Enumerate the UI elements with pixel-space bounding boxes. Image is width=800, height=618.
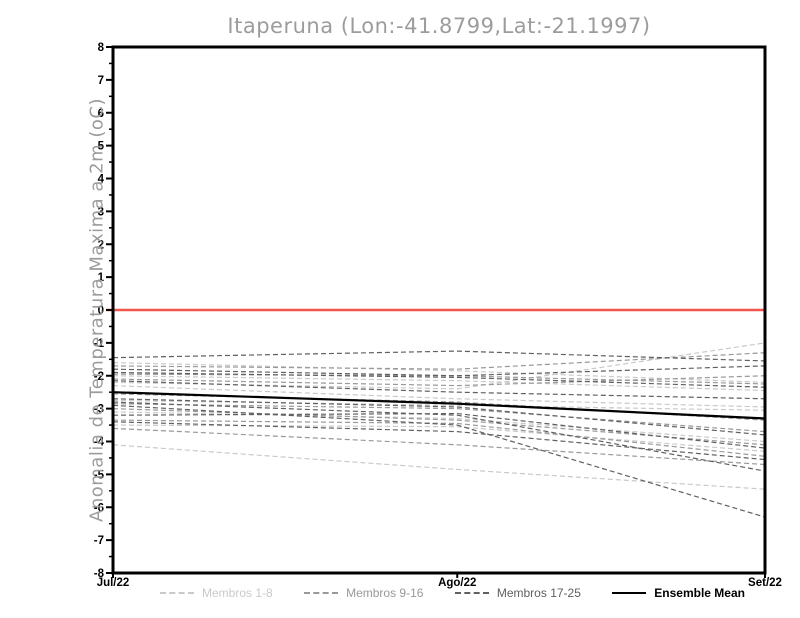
member-line bbox=[112, 352, 766, 370]
member-line bbox=[112, 404, 766, 518]
member-line bbox=[112, 424, 766, 452]
y-tick-label: -1 bbox=[94, 338, 105, 350]
y-tick-label: 3 bbox=[98, 206, 104, 218]
legend-label: Membros 9-16 bbox=[346, 586, 424, 600]
member-line bbox=[112, 375, 766, 392]
legend-label: Membros 17-25 bbox=[496, 586, 581, 600]
y-tick-label: -7 bbox=[94, 535, 104, 547]
dashed-line-icon bbox=[454, 592, 489, 594]
member-line bbox=[112, 393, 766, 421]
y-tick-label: 2 bbox=[98, 239, 104, 251]
y-tick-label: 0 bbox=[98, 305, 104, 317]
legend-item-membros-1-8: Membros 1-8 bbox=[160, 586, 273, 600]
member-line bbox=[112, 412, 766, 449]
member-line bbox=[112, 444, 766, 490]
ensemble-mean-line bbox=[112, 391, 766, 420]
legend-label: Ensemble Mean bbox=[654, 586, 745, 600]
member-line bbox=[112, 342, 766, 390]
member-line bbox=[112, 427, 766, 466]
y-tick-label: 5 bbox=[98, 141, 105, 153]
y-tick-label: 4 bbox=[98, 174, 105, 186]
y-tick-label: -3 bbox=[94, 404, 104, 416]
y-axis-title: Anomalia de Temperatura Maxima a 2m (oC) bbox=[86, 98, 108, 522]
x-tick-label: Set/22 bbox=[748, 577, 782, 589]
y-tick-label: 7 bbox=[98, 75, 104, 87]
solid-line-icon bbox=[612, 592, 647, 594]
y-tick-label: 1 bbox=[98, 272, 105, 284]
legend-item-ensemble-mean: Ensemble Mean bbox=[612, 586, 745, 600]
x-tick-label: Ago/22 bbox=[438, 577, 476, 589]
member-line bbox=[112, 398, 766, 436]
member-line bbox=[112, 380, 766, 400]
member-line bbox=[112, 385, 766, 408]
y-tick-label: -2 bbox=[94, 371, 104, 383]
legend-item-membros-9-16: Membros 9-16 bbox=[304, 586, 423, 600]
member-line bbox=[112, 365, 766, 377]
dashed-line-icon bbox=[304, 592, 339, 594]
member-line bbox=[112, 421, 766, 461]
y-tick-label: -8 bbox=[94, 568, 105, 580]
legend-item-membros-17-25: Membros 17-25 bbox=[454, 586, 581, 600]
y-tick-label: 6 bbox=[98, 108, 104, 120]
y-tick-label: 8 bbox=[98, 42, 105, 54]
member-line bbox=[112, 362, 766, 383]
member-line bbox=[112, 401, 766, 472]
chart-legend: Membros 1-8 Membros 9-16 Membros 17-25 E… bbox=[160, 586, 745, 600]
member-line bbox=[112, 375, 766, 387]
y-tick-label: -6 bbox=[94, 502, 104, 514]
y-tick-label: -5 bbox=[94, 469, 105, 481]
member-line bbox=[112, 419, 766, 457]
y-tick-label: -4 bbox=[94, 437, 105, 449]
member-line bbox=[112, 371, 766, 388]
member-line bbox=[112, 350, 766, 362]
legend-label: Membros 1-8 bbox=[202, 586, 273, 600]
dashed-line-icon bbox=[160, 592, 194, 594]
member-line bbox=[112, 403, 766, 433]
chart-title: Itaperuna (Lon:-41.8799,Lat:-21.1997) bbox=[227, 14, 651, 38]
x-tick-label: Jul/22 bbox=[97, 577, 130, 589]
